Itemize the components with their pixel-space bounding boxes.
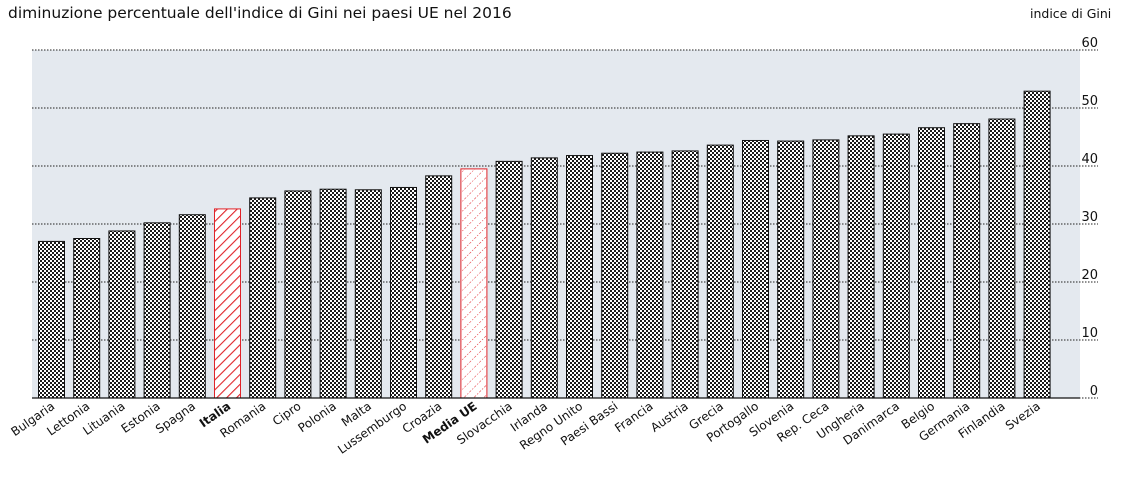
bar-cipro [284, 190, 312, 399]
y-tick-label: 60 [1081, 36, 1098, 51]
bar-rep-ceca [812, 139, 840, 399]
x-category-label: Spagna [153, 399, 198, 436]
y-tick-label: 20 [1081, 268, 1098, 283]
bar-lituania [108, 230, 136, 399]
bar-paesi-bassi [601, 152, 629, 399]
bar-irlanda [530, 157, 558, 399]
bar-slovenia [777, 140, 805, 399]
y-axis-unit-label: indice di Gini [1030, 6, 1112, 21]
bar-media-ue [460, 168, 488, 399]
y-tick-label: 50 [1081, 94, 1098, 109]
bar-romania [249, 197, 277, 399]
bar-grecia [706, 144, 734, 399]
y-tick-label: 30 [1081, 210, 1098, 225]
bar-polonia [319, 188, 347, 399]
y-tick-label: 0 [1090, 384, 1098, 399]
bar-slovacchia [495, 160, 523, 399]
bar-malta [354, 189, 382, 399]
x-category-label: Polonia [295, 399, 338, 435]
bar-belgio [918, 127, 945, 399]
bar-portogallo [742, 139, 769, 399]
bar-estonia [143, 222, 171, 399]
bar-croazia [425, 175, 453, 399]
bar-spagna [178, 214, 206, 399]
bar-svezia [1023, 90, 1051, 399]
bar-germania [953, 123, 981, 399]
bar-lussemburgo [390, 186, 417, 399]
bar-danimarca [882, 133, 910, 399]
x-category-label: Austria [648, 399, 691, 435]
bar-bulgaria [38, 240, 65, 399]
x-category-label: Francia [612, 399, 655, 435]
bar-lettonia [73, 238, 101, 399]
bar-ungheria [847, 135, 875, 399]
bar-regno-unito [566, 155, 593, 399]
chart-title: diminuzione percentuale dell'indice di G… [8, 4, 512, 22]
bar-austria [671, 150, 699, 399]
bar-italia [214, 208, 241, 399]
x-category-label: Svezia [1003, 399, 1043, 433]
bar-francia [636, 151, 664, 399]
y-tick-label: 10 [1081, 326, 1098, 341]
y-tick-label: 40 [1081, 152, 1098, 167]
bar-finlandia [988, 118, 1016, 399]
